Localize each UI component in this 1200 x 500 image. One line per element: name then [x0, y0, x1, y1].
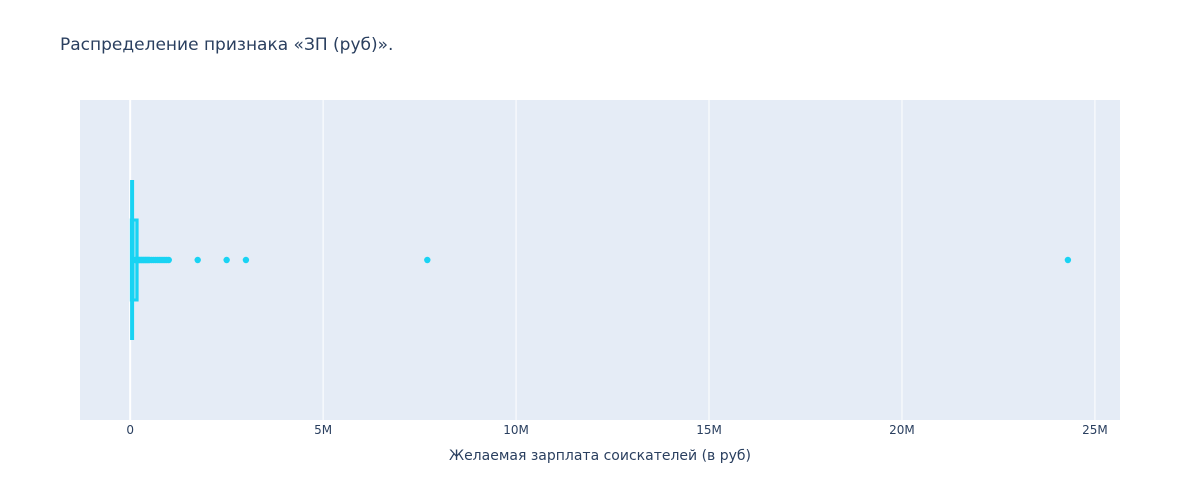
x-tick-label: 10M [503, 423, 529, 437]
x-tick-label: 15M [696, 423, 722, 437]
x-tick-label: 5M [314, 423, 332, 437]
x-tick-labels: 0 5M 10M 15M 20M 25M [126, 423, 1107, 437]
outlier-point [424, 256, 431, 264]
x-axis-title: Желаемая зарплата соискателей (в руб) [449, 448, 751, 464]
outlier-point [223, 256, 230, 264]
x-tick-label: 25M [1082, 423, 1108, 437]
outlier-point [1064, 256, 1072, 264]
x-tick-label: 0 [126, 423, 134, 437]
chart-title: Распределение признака «ЗП (руб)». [60, 35, 393, 55]
outlier-point [194, 256, 201, 264]
x-tick-label: 20M [889, 423, 915, 437]
plot-area [80, 100, 1120, 420]
outlier-point [242, 256, 250, 264]
outlier-point [165, 256, 172, 264]
outlier-points [131, 256, 1072, 264]
